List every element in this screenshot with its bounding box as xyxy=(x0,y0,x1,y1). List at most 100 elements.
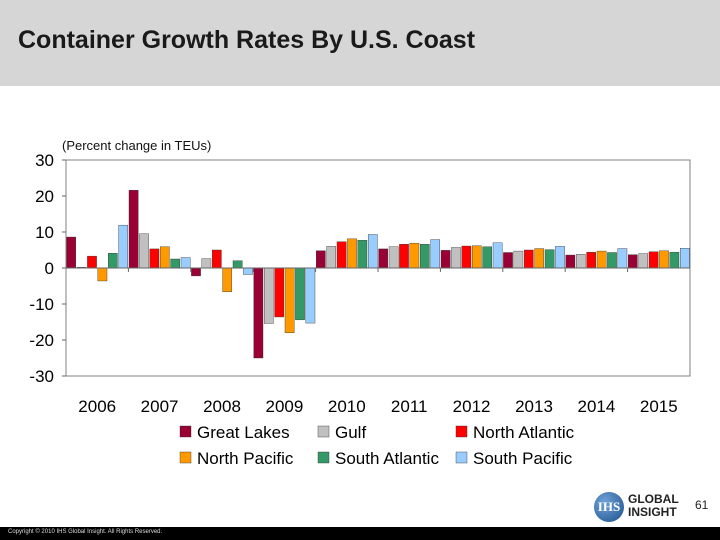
page-title: Container Growth Rates By U.S. Coast xyxy=(18,26,476,54)
bar-south-atlantic-2011 xyxy=(420,244,430,269)
bar-south-pacific-2008 xyxy=(243,267,253,275)
bar-great-lakes-2008 xyxy=(191,267,201,277)
bar-great-lakes-2015 xyxy=(628,254,638,269)
title-bar: Container Growth Rates By U.S. Coast xyxy=(0,0,720,86)
y-tick-label: 30 xyxy=(35,151,54,170)
bar-south-pacific-2015 xyxy=(680,247,690,269)
x-tick-label: 2009 xyxy=(265,397,303,416)
bar-great-lakes-2014 xyxy=(565,254,576,269)
chart-subtitle: (Percent change in TEUs) xyxy=(62,138,211,153)
bar-gulf-2010 xyxy=(326,246,337,269)
x-axis: 2006 2007 2008 2009 2010 2011 2012 2013 2014 2015 xyxy=(78,397,677,416)
legend-label: South Pacific xyxy=(473,449,573,468)
bar-north-pacific-2015 xyxy=(659,250,669,269)
bar-great-lakes-2007 xyxy=(128,190,139,269)
bar-south-pacific-2012 xyxy=(492,242,503,269)
legend-swatch xyxy=(455,451,468,464)
bar-chart: (Percent change in TEUs) 3020100-10-20-3… xyxy=(29,138,691,468)
x-tick-label: 2008 xyxy=(203,397,241,416)
bar-south-atlantic-2015 xyxy=(669,251,680,269)
bar-north-atlantic-2007 xyxy=(149,248,160,269)
bar-south-pacific-2013 xyxy=(555,246,565,269)
bar-south-pacific-2009 xyxy=(305,267,316,324)
bar-north-pacific-2007 xyxy=(159,246,170,269)
copyright-text: Copyright © 2010 IHS Global Insight. All… xyxy=(8,529,163,535)
bar-gulf-2008 xyxy=(201,258,212,269)
bar-great-lakes-2013 xyxy=(503,252,513,269)
bar-south-pacific-2006 xyxy=(118,224,128,269)
bar-gulf-2015 xyxy=(638,253,648,269)
bar-north-pacific-2011 xyxy=(409,242,420,269)
legend-swatch xyxy=(317,425,330,438)
ihs-global-insight-logo: IHS GLOBAL INSIGHT xyxy=(594,490,714,524)
bar-north-pacific-2010 xyxy=(347,238,357,269)
bar-south-pacific-2007 xyxy=(180,257,191,269)
legend-label: Gulf xyxy=(335,423,366,442)
bar-north-atlantic-2011 xyxy=(399,244,409,269)
bar-gulf-2007 xyxy=(139,233,149,269)
legend-label: North Atlantic xyxy=(473,423,575,442)
chart-legend: Great Lakes Gulf North Atlantic North Pacif… xyxy=(179,423,575,468)
y-tick-label: 20 xyxy=(35,187,54,206)
bar-south-atlantic-2013 xyxy=(544,249,555,269)
legend-swatch xyxy=(179,425,192,438)
bar-south-pacific-2011 xyxy=(430,239,441,269)
y-tick-label: 10 xyxy=(35,223,54,242)
legend-label: South Atlantic xyxy=(335,449,439,468)
bar-south-atlantic-2014 xyxy=(607,252,617,269)
bar-south-atlantic-2006 xyxy=(107,253,118,269)
bar-north-atlantic-2008 xyxy=(211,249,222,269)
bar-gulf-2011 xyxy=(388,246,399,269)
bar-north-pacific-2012 xyxy=(472,245,482,269)
bar-north-atlantic-2012 xyxy=(461,245,472,269)
bar-gulf-2014 xyxy=(576,254,586,269)
plot-area xyxy=(65,159,691,377)
bar-north-atlantic-2009 xyxy=(274,267,285,318)
x-tick-label: 2006 xyxy=(78,397,116,416)
legend-swatch xyxy=(179,451,192,464)
y-tick-label: -30 xyxy=(29,367,54,386)
bar-north-atlantic-2015 xyxy=(648,251,659,269)
bar-north-pacific-2006 xyxy=(97,267,108,282)
legend-label: Great Lakes xyxy=(197,423,290,442)
bar-south-atlantic-2009 xyxy=(295,267,305,321)
x-tick-label: 2011 xyxy=(391,397,428,416)
bar-great-lakes-2009 xyxy=(253,267,264,359)
bar-great-lakes-2010 xyxy=(316,250,326,269)
bar-great-lakes-2012 xyxy=(440,250,451,269)
y-tick-label: -10 xyxy=(29,295,54,314)
bar-north-pacific-2009 xyxy=(284,267,295,334)
legend-label: North Pacific xyxy=(197,449,294,468)
legend-swatch xyxy=(455,425,468,438)
bar-south-atlantic-2010 xyxy=(357,240,368,269)
bar-north-atlantic-2014 xyxy=(586,251,596,269)
bar-south-pacific-2010 xyxy=(368,234,378,269)
bar-north-pacific-2008 xyxy=(222,267,233,292)
logo-line-2: INSIGHT xyxy=(628,505,677,519)
bar-north-pacific-2014 xyxy=(596,250,607,269)
bar-south-atlantic-2008 xyxy=(232,260,243,269)
x-tick-label: 2014 xyxy=(577,397,615,416)
x-tick-label: 2012 xyxy=(453,397,491,416)
bar-south-atlantic-2012 xyxy=(482,246,493,269)
x-tick-label: 2007 xyxy=(141,397,179,416)
bar-north-pacific-2013 xyxy=(534,248,544,269)
bar-gulf-2009 xyxy=(264,267,274,324)
bar-south-atlantic-2007 xyxy=(170,258,181,269)
footer-bar: Copyright © 2010 IHS Global Insight. All… xyxy=(0,527,720,540)
bar-great-lakes-2006 xyxy=(66,236,76,269)
bar-north-atlantic-2006 xyxy=(87,255,97,269)
bar-gulf-2012 xyxy=(451,247,461,269)
x-tick-label: 2015 xyxy=(640,397,678,416)
x-tick-label: 2010 xyxy=(328,397,366,416)
logo-line-1: GLOBAL xyxy=(628,492,679,506)
bar-south-pacific-2014 xyxy=(617,248,628,269)
y-axis: 30 20 10 0 -10 -20 -30 xyxy=(29,151,66,386)
legend-swatch xyxy=(317,451,330,464)
x-tick-label: 2013 xyxy=(515,397,553,416)
bar-gulf-2013 xyxy=(513,250,524,269)
y-tick-label: -20 xyxy=(29,331,54,350)
y-tick-label: 0 xyxy=(45,259,54,278)
logo-mark: IHS xyxy=(594,492,624,522)
bar-north-atlantic-2013 xyxy=(524,249,534,269)
